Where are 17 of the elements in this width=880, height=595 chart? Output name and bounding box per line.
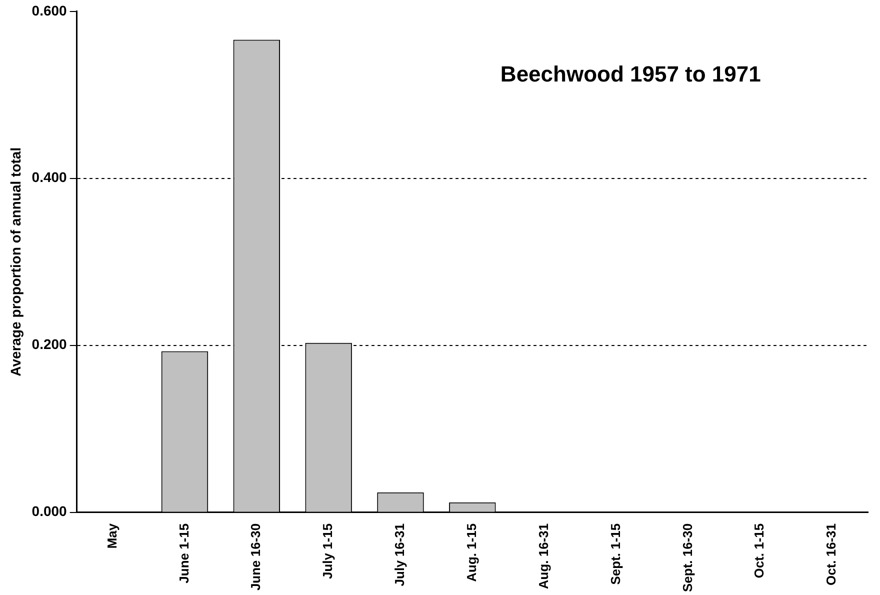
x-tick-label: Aug. 1-15 (464, 523, 479, 582)
y-tick-label: 0.600 (32, 2, 68, 18)
x-tick-label: Aug. 16-31 (536, 523, 551, 590)
x-tick-label: Sept. 1-15 (608, 523, 623, 585)
x-tick-label: June 16-30 (248, 523, 264, 591)
y-tick-label: 0.200 (32, 336, 68, 352)
x-tick-label: July 16-31 (392, 523, 408, 586)
x-tick-label: Sept. 16-30 (680, 523, 695, 592)
text: Beechwood 1957 to 1971 (500, 61, 761, 86)
y-axis-title: Average proportion of annual total (7, 147, 24, 376)
x-tick-label: May (104, 522, 120, 549)
x-tick-label: Oct. 1-15 (752, 523, 767, 578)
x-tick-label: July 1-15 (320, 523, 336, 580)
x-tick-label: June 1-15 (176, 523, 192, 584)
y-tick-label: 0.400 (32, 169, 68, 186)
y-tick-label: 0.000 (32, 503, 68, 520)
x-tick-label: Oct. 16-31 (824, 523, 839, 586)
